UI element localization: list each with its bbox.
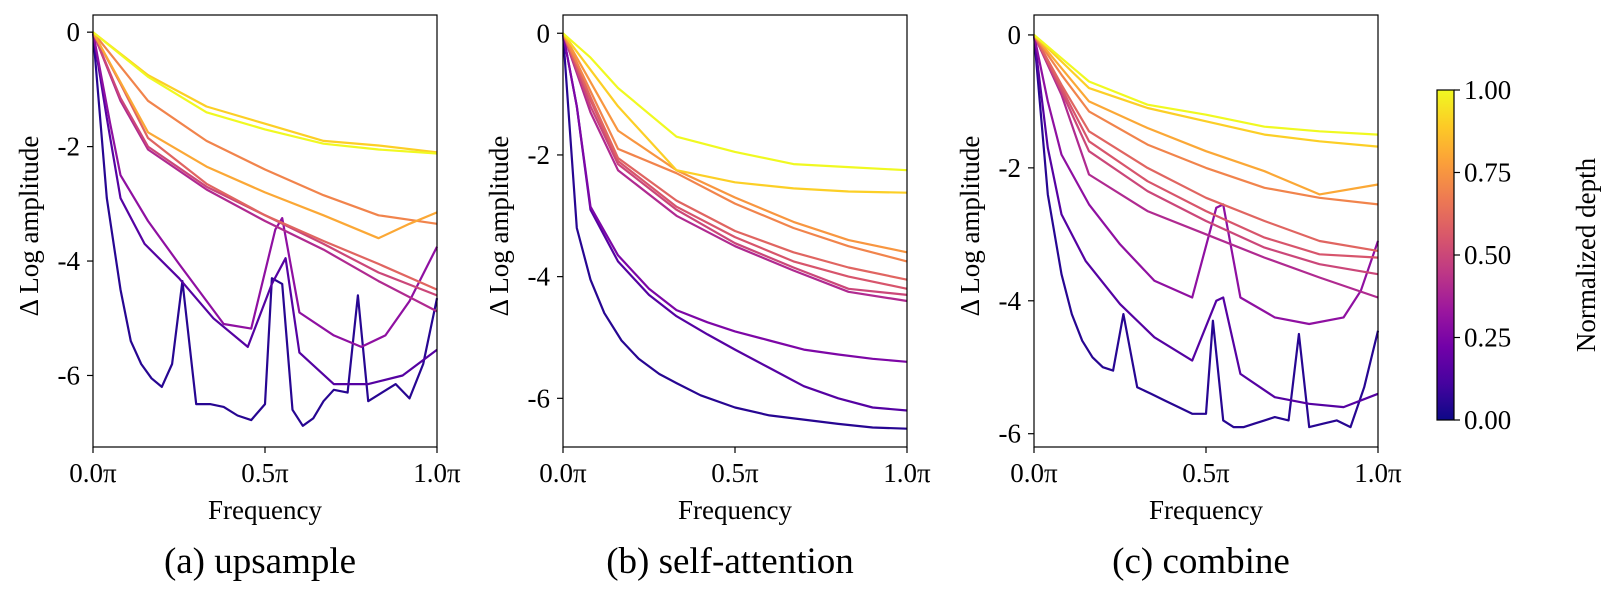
y-tick-label: -4 <box>528 262 551 292</box>
series-line-8 <box>1033 34 1379 196</box>
x-tick-label: 0.5π <box>1182 458 1230 488</box>
x-tick-label: 1.0π <box>883 458 931 488</box>
y-tick-label: -2 <box>58 132 81 162</box>
colorbar-tick-label: 0.25 <box>1464 323 1511 353</box>
panel-upsample: 0.0π 0.5π 1.0π 0 -2 -4 -6 Frequency Δ Log amplit… <box>14 14 461 582</box>
panel-caption: (c) combine <box>1112 541 1290 582</box>
colorbar-tick-label: 0.00 <box>1464 405 1511 435</box>
series-line-2 <box>91 31 438 348</box>
x-tick-label: 1.0π <box>413 458 461 488</box>
y-tick-label: -6 <box>58 360 81 390</box>
y-tick-label: -6 <box>528 383 551 413</box>
series-line-6 <box>92 31 438 225</box>
x-tick-label: 0.5π <box>711 458 759 488</box>
series-line-5 <box>92 31 438 291</box>
x-axis-label: Frequency <box>678 495 792 525</box>
series-line-8 <box>562 32 908 254</box>
series-line-2 <box>561 33 908 363</box>
series-line-4 <box>561 32 908 296</box>
series-line-6 <box>1033 34 1379 252</box>
x-axis-label: Frequency <box>1149 495 1263 525</box>
series-line-5 <box>1033 34 1379 259</box>
series-line-0 <box>1032 34 1380 429</box>
y-tick-label: 0 <box>537 18 551 48</box>
series-line-4 <box>1033 34 1379 276</box>
x-tick-label: 1.0π <box>1354 458 1402 488</box>
x-tick-label: 0.0π <box>1010 458 1058 488</box>
series-line-1 <box>561 33 908 412</box>
series-line-1 <box>1032 34 1379 409</box>
y-tick-label: -2 <box>528 140 551 170</box>
series-line-4 <box>91 31 438 297</box>
x-axis-label: Frequency <box>208 495 322 525</box>
series-line-2 <box>1032 34 1380 326</box>
series-line-0 <box>561 33 908 430</box>
series-line-3 <box>561 32 908 303</box>
series-line-7 <box>562 32 908 263</box>
series-line-10 <box>1033 34 1379 136</box>
panel-self-attention: 0.0π 0.5π 1.0π 0 -2 -4 -6 Frequency Δ Log amplit… <box>484 14 931 582</box>
panel-caption: (a) upsample <box>164 541 356 582</box>
colorbar-tick-label: 0.75 <box>1464 158 1511 188</box>
series-line-9 <box>1033 34 1379 148</box>
x-tick-label: 0.0π <box>69 458 117 488</box>
colorbar-gradient <box>1436 89 1455 421</box>
axes-frame <box>92 14 438 448</box>
y-tick-label: -2 <box>999 153 1022 183</box>
y-tick-label: 0 <box>1008 20 1022 50</box>
series-line-6 <box>561 32 908 281</box>
series-line-8 <box>92 31 438 154</box>
series-line-7 <box>92 31 438 240</box>
series-line-10 <box>562 32 908 172</box>
y-tick-label: 0 <box>67 17 81 47</box>
colorbar-label: Normalized depth <box>1571 157 1601 352</box>
y-axis-label: Δ Log amplitude <box>484 136 514 317</box>
y-tick-label: -6 <box>999 419 1022 449</box>
y-tick-label: -4 <box>999 286 1022 316</box>
colorbar: 0.00 0.25 0.50 0.75 1.00 Normalized depth <box>1436 75 1601 435</box>
x-tick-label: 0.5π <box>241 458 289 488</box>
x-tick-label: 0.0π <box>539 458 587 488</box>
series-line-9 <box>92 31 438 155</box>
series-line-0 <box>91 32 439 427</box>
panel-caption: (b) self-attention <box>606 541 854 582</box>
y-axis-label: Δ Log amplitude <box>955 136 985 317</box>
series-line-7 <box>1033 34 1379 206</box>
series-line-1 <box>91 32 438 386</box>
panel-combine: 0.0π 0.5π 1.0π 0 -2 -4 -6 Frequency Δ Log amplit… <box>955 14 1402 582</box>
series-line-3 <box>91 31 438 313</box>
series-line-3 <box>1033 34 1379 299</box>
series-line-5 <box>561 32 908 290</box>
colorbar-tick-label: 0.50 <box>1464 240 1511 270</box>
y-axis-label: Δ Log amplitude <box>14 136 44 317</box>
series-line-9 <box>562 32 908 194</box>
colorbar-tick-label: 1.00 <box>1464 75 1511 105</box>
y-tick-label: -4 <box>58 246 81 276</box>
